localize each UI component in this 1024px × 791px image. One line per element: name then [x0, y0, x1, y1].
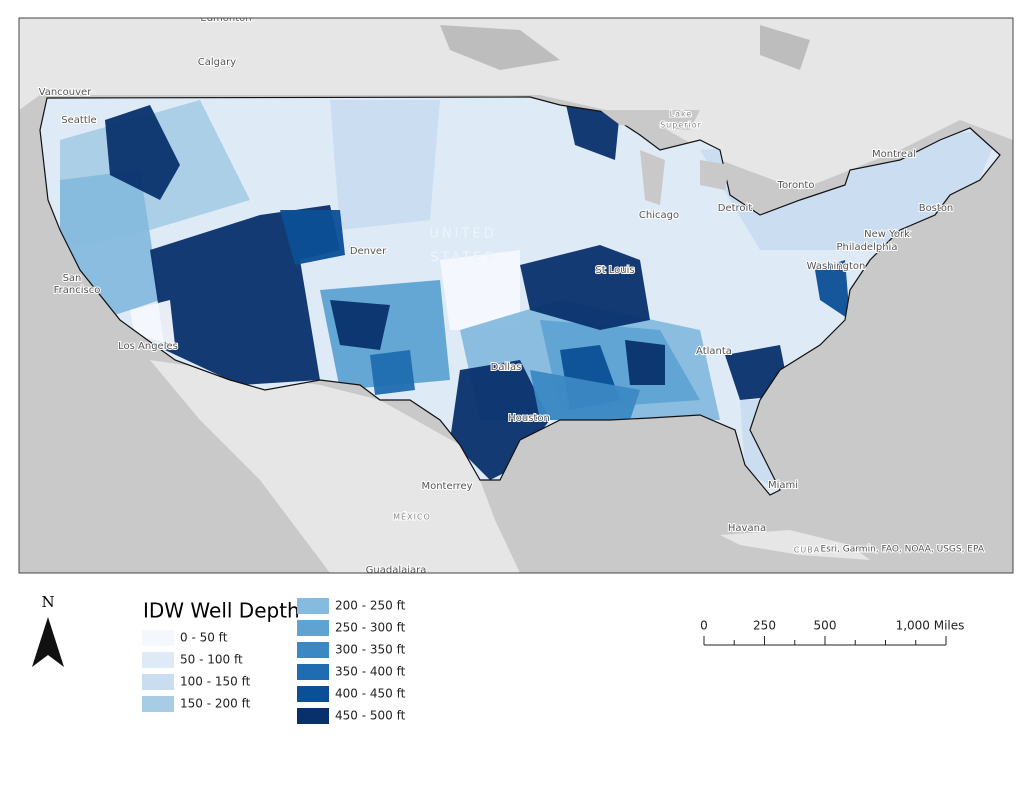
canada [19, 18, 1013, 190]
legend-swatch [297, 686, 329, 702]
map-frame: Edmonton Calgary Vancouver Seattle SanFranci… [19, 13, 1013, 576]
legend-label: 250 - 300 ft [335, 621, 406, 635]
place-label: Washington [807, 261, 866, 272]
legend-label: 350 - 400 ft [335, 665, 406, 679]
legend-swatch [297, 708, 329, 724]
attribution: Esri, Garmin, FAO, NOAA, USGS, EPA [820, 545, 984, 555]
depth-zone [370, 350, 415, 395]
place-label: Superior [660, 121, 702, 130]
depth-zone [815, 260, 850, 320]
place-label: St Louis [595, 265, 634, 276]
place-label: UNITED [429, 227, 496, 242]
place-label: Monterrey [421, 481, 472, 492]
depth-zone [330, 300, 390, 350]
legend-swatch [297, 620, 329, 636]
legend-swatch [142, 630, 174, 646]
legend-swatch [142, 674, 174, 690]
depth-zone [105, 105, 180, 200]
legend-label: 450 - 500 ft [335, 709, 406, 723]
scale-bar: 0 250 500 1,000 Miles [700, 619, 964, 646]
place-label: Detroit [718, 203, 753, 214]
place-labels: Edmonton Calgary Vancouver Seattle SanFranci… [38, 13, 955, 576]
north-label: N [41, 593, 54, 611]
place-label: Seattle [61, 115, 96, 126]
scale-label: 250 [753, 619, 776, 633]
legend-label: 0 - 50 ft [180, 631, 228, 645]
scale-label: 500 [814, 619, 837, 633]
map-border [18, 17, 1014, 574]
place-label: Guadalajara [366, 565, 427, 576]
scale-label: 0 [700, 619, 708, 633]
legend-label: 50 - 100 ft [180, 653, 243, 667]
legend-label: 100 - 150 ft [180, 675, 251, 689]
place-label: Boston [919, 203, 954, 214]
place-label: Miami [768, 480, 798, 491]
place-label: CUBA [794, 546, 820, 555]
north-arrow [32, 617, 64, 667]
place-label: Chicago [639, 210, 679, 221]
legend-swatch [297, 664, 329, 680]
legend-swatch [297, 598, 329, 614]
depth-zone [440, 250, 520, 330]
place-label: Houston [508, 413, 550, 424]
place-label: Havana [728, 523, 766, 534]
place-label: New York [864, 229, 910, 240]
mexico [150, 360, 520, 573]
great-lakes [600, 110, 730, 205]
legend-swatch [142, 652, 174, 668]
depth-zone [330, 100, 440, 230]
place-label: Denver [350, 246, 387, 257]
legend: 0 - 50 ft 50 - 100 ft 100 - 150 ft 150 - 20… [142, 598, 406, 724]
legend-swatch [297, 642, 329, 658]
depth-zone [530, 370, 640, 420]
place-label: Lake [670, 110, 693, 119]
place-label: Atlanta [696, 346, 732, 357]
place-label: Los Angeles [118, 341, 178, 352]
legend-label: 150 - 200 ft [180, 697, 251, 711]
depth-zone [625, 340, 665, 385]
place-label: MÉXICO [393, 511, 431, 522]
scale-label: 1,000 Miles [896, 619, 965, 633]
legend-label: 300 - 350 ft [335, 643, 406, 657]
place-label: San [63, 273, 82, 284]
place-label: Toronto [777, 180, 815, 191]
lakes-north [440, 25, 810, 70]
place-label: Dallas [491, 362, 522, 373]
depth-zone [565, 100, 620, 160]
legend-label: 200 - 250 ft [335, 599, 406, 613]
depth-zone [130, 300, 175, 345]
legend-label: 400 - 450 ft [335, 687, 406, 701]
place-label: STATES [430, 251, 495, 266]
place-label: Calgary [198, 57, 236, 68]
place-label: Francisco [54, 285, 101, 296]
legend-swatch [142, 696, 174, 712]
place-label: Philadelphia [837, 242, 898, 253]
legend-title: IDW Well Depth [143, 599, 300, 623]
depth-zone [280, 210, 345, 265]
place-label: Edmonton [200, 13, 251, 24]
place-label: Vancouver [39, 87, 93, 98]
place-label: Montreal [872, 149, 916, 160]
depth-zone [520, 245, 650, 330]
cuba [720, 530, 870, 560]
